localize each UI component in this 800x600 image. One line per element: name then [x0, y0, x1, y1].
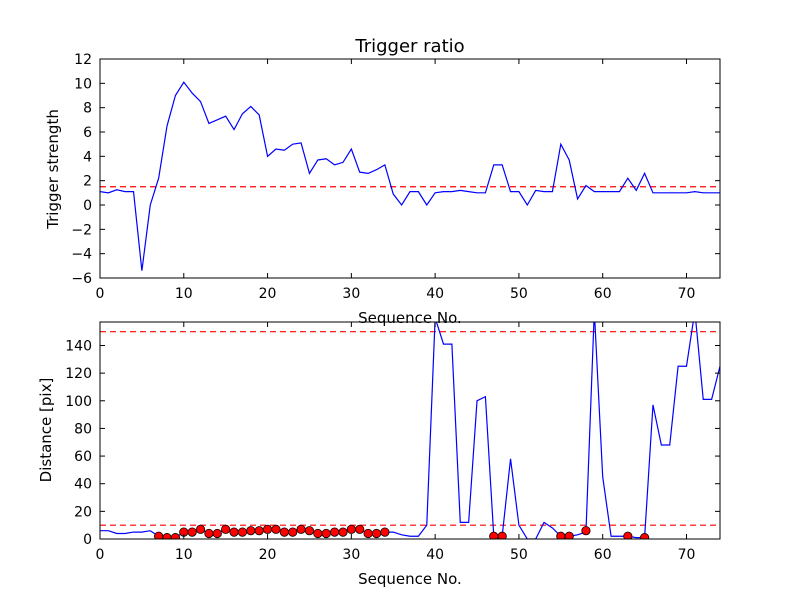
x-tick-label: 40: [426, 547, 444, 563]
marker-point: [564, 531, 574, 539]
y-tick-label: −2: [71, 222, 92, 238]
y-axis-label: Trigger strength: [44, 109, 62, 230]
marker-point: [380, 527, 390, 537]
marker-point: [271, 524, 281, 534]
x-tick-label: 70: [678, 286, 696, 302]
marker-point: [296, 524, 306, 534]
marker-point: [346, 524, 356, 534]
x-tick-label: 70: [678, 547, 696, 563]
marker-point: [221, 524, 231, 534]
series-line: [100, 81, 720, 271]
marker-point: [581, 526, 591, 536]
marker-point: [229, 527, 239, 537]
distance-panel: Sequence No. Distance [pix] 0 10 20 30 40 50 6…: [37, 321, 721, 588]
marker-point: [329, 527, 340, 537]
marker-point: [639, 533, 650, 539]
y-tick-label: 6: [83, 125, 92, 141]
marker-point: [288, 527, 298, 537]
marker-point: [254, 526, 264, 536]
y-tick-label: 60: [74, 449, 92, 465]
chart-title: Trigger ratio: [354, 36, 464, 57]
y-tick-label: 2: [83, 174, 92, 190]
marker-point: [497, 531, 507, 539]
y-tick-label: 100: [65, 394, 92, 410]
x-tick-label: 0: [96, 286, 105, 302]
marker-point: [187, 527, 197, 537]
x-tick-label: 30: [342, 547, 360, 563]
y-tick-label: 80: [74, 421, 92, 437]
y-tick-label: 20: [74, 504, 92, 520]
marker-point: [623, 531, 633, 539]
marker-point: [262, 524, 273, 534]
y-tick-label: −4: [71, 247, 92, 263]
plot-frame: [99, 321, 721, 540]
marker-point: [363, 528, 373, 539]
marker-point: [321, 528, 331, 539]
x-tick-label: 50: [510, 286, 528, 302]
y-tick-label: 8: [83, 101, 92, 117]
x-tick-label: 30: [342, 286, 360, 302]
trigger-ratio-panel: Trigger ratio Sequence No. Trigger stren…: [44, 36, 721, 327]
y-tick-label: 12: [74, 52, 92, 68]
x-tick-label: 10: [175, 547, 193, 563]
marker-point: [355, 524, 365, 534]
y-tick-label: −6: [71, 271, 92, 287]
y-tick-label: 140: [65, 338, 92, 354]
x-tick-label: 20: [259, 286, 277, 302]
y-tick-label: 120: [65, 366, 92, 382]
plot-area: [100, 322, 720, 539]
x-tick-label: 60: [594, 547, 612, 563]
x-tick-label: 0: [96, 547, 105, 563]
y-tick-label: 0: [83, 532, 92, 548]
y-tick-label: 4: [83, 149, 92, 165]
x-tick-label: 10: [175, 286, 193, 302]
x-tick-label: 60: [594, 286, 612, 302]
marker-point: [246, 526, 256, 536]
plot-frame: [99, 58, 721, 279]
plot-area: [100, 81, 720, 271]
marker-point: [195, 524, 206, 534]
y-tick-label: 10: [74, 76, 92, 92]
y-tick-label: 0: [83, 198, 92, 214]
marker-point: [170, 533, 181, 539]
marker-point: [237, 527, 248, 537]
marker-point: [204, 528, 214, 539]
x-axis-label: Sequence No.: [358, 570, 462, 588]
marker-point: [304, 526, 315, 536]
y-axis-label: Distance [pix]: [37, 378, 55, 483]
marker-point: [371, 528, 382, 539]
x-axis-label: Sequence No.: [358, 309, 462, 327]
x-tick-label: 40: [426, 286, 444, 302]
x-tick-label: 50: [510, 547, 528, 563]
x-tick-label: 20: [259, 547, 277, 563]
marker-point: [313, 528, 323, 539]
y-tick-label: 40: [74, 477, 92, 493]
marker-point: [338, 527, 348, 537]
marker-point: [279, 527, 289, 537]
marker-point: [212, 528, 222, 539]
